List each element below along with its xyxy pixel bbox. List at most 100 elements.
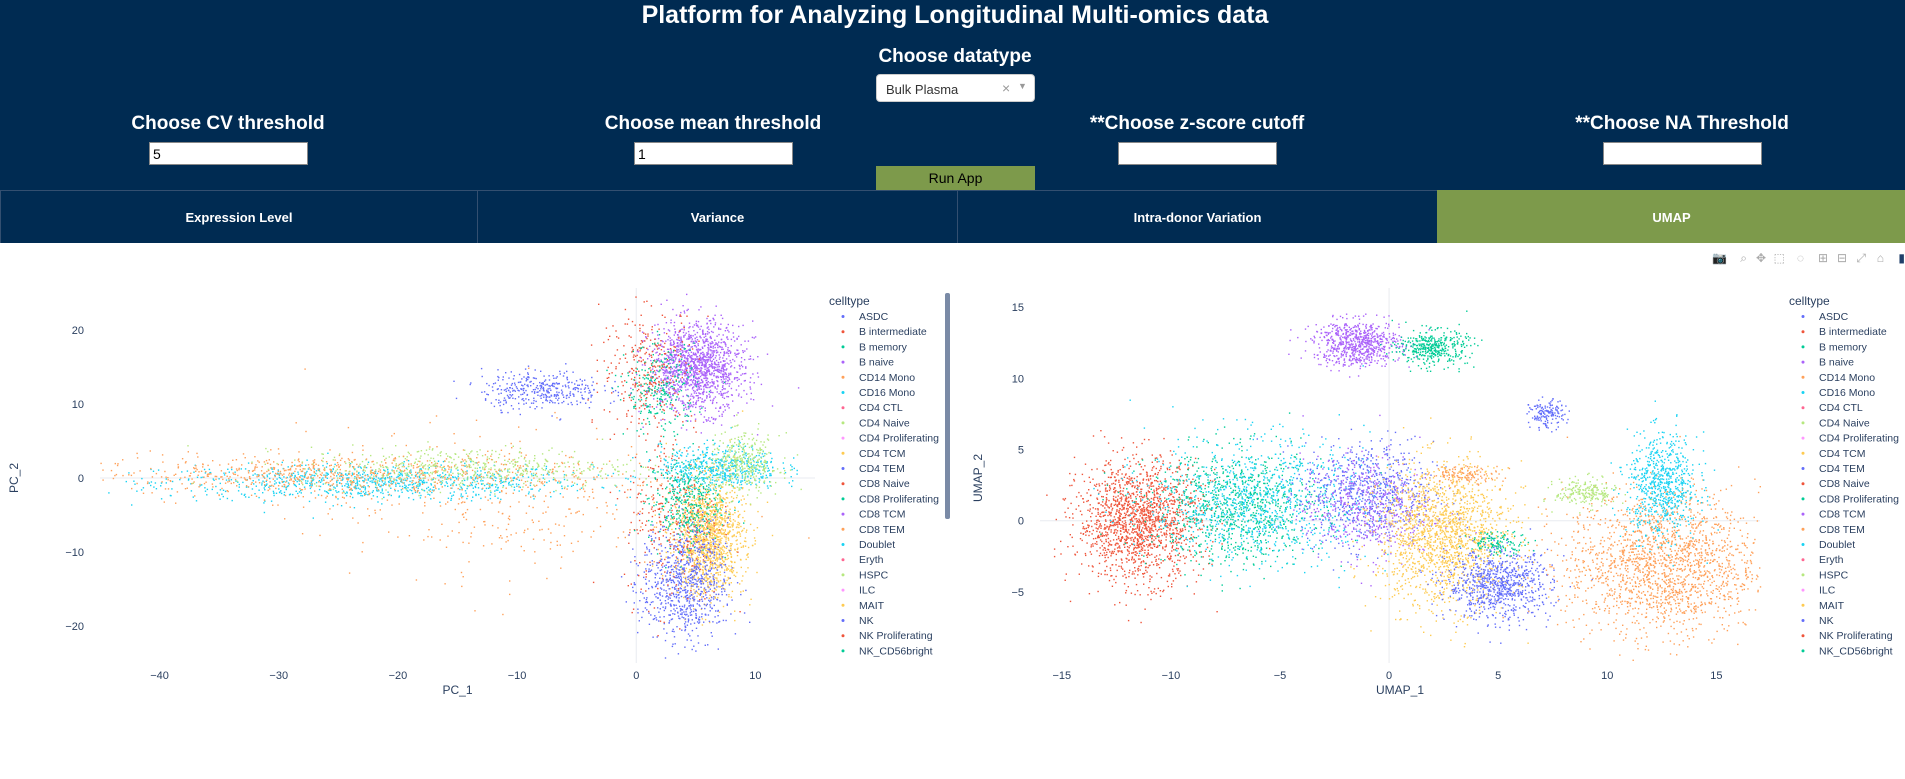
scatter-point	[308, 500, 311, 503]
scatter-point	[517, 389, 519, 391]
scatter-point	[565, 395, 568, 397]
scatter-point	[324, 468, 326, 470]
scatter-point	[656, 391, 658, 393]
scatter-point	[721, 364, 724, 366]
zscore-cutoff-input[interactable]	[1118, 142, 1277, 165]
scatter-point	[723, 535, 725, 537]
scatter-point	[625, 471, 627, 473]
scatter-point	[656, 330, 659, 333]
autoscale-icon[interactable]: ⤢	[1856, 251, 1866, 265]
mean-threshold-input[interactable]	[634, 142, 793, 165]
scatter-point	[650, 375, 652, 378]
scatter-point	[710, 385, 712, 387]
scatter-point	[462, 475, 464, 477]
scatter-point	[693, 330, 695, 332]
clear-icon[interactable]: ×	[1002, 80, 1011, 96]
box-select-icon[interactable]: ⬚	[1773, 251, 1785, 265]
scatter-point	[720, 394, 722, 396]
scatter-point	[385, 484, 387, 486]
tab-umap[interactable]: UMAP	[1437, 190, 1905, 243]
scatter-point	[323, 474, 325, 476]
scatter-point	[498, 475, 500, 477]
scatter-point	[587, 387, 590, 389]
scatter-point	[401, 491, 403, 493]
scatter-point	[399, 472, 402, 475]
scatter-point	[116, 464, 119, 467]
scatter-point	[583, 496, 585, 498]
scatter-point	[319, 477, 321, 479]
scatter-point	[741, 373, 744, 375]
chevron-down-icon[interactable]: ▼	[1018, 81, 1027, 91]
scatter-point	[286, 485, 289, 488]
zoom-in-icon[interactable]: ⊞	[1817, 251, 1828, 265]
scatter-point	[278, 453, 280, 455]
scatter-point	[698, 360, 700, 363]
scatter-point	[677, 373, 680, 375]
scatter-point	[740, 364, 743, 366]
scatter-point	[520, 393, 522, 396]
scatter-point	[644, 361, 646, 363]
scatter-point	[652, 343, 654, 345]
scatter-point	[612, 472, 615, 475]
scatter-point	[465, 518, 468, 521]
scatter-point	[429, 459, 431, 462]
camera-icon[interactable]: 📷	[1712, 251, 1727, 265]
scatter-point	[662, 428, 665, 430]
zoom-out-icon[interactable]: ⊟	[1836, 251, 1847, 265]
scatter-point	[666, 528, 668, 530]
scatter-point	[668, 383, 670, 385]
scatter-point	[375, 484, 377, 486]
cv-threshold-input[interactable]	[149, 142, 308, 165]
scatter-point	[675, 353, 678, 356]
scatter-point	[534, 474, 537, 476]
scatter-point	[558, 382, 560, 385]
scatter-point	[696, 361, 699, 363]
scatter-point	[535, 472, 538, 475]
scatter-point	[255, 481, 257, 483]
scatter-point	[683, 312, 686, 314]
scatter-point	[717, 524, 719, 526]
scatter-point	[571, 403, 573, 406]
scatter-point	[601, 467, 603, 470]
scatter-point	[680, 400, 682, 402]
scatter-point	[318, 488, 321, 491]
scatter-point	[480, 470, 482, 472]
na-threshold-input[interactable]	[1603, 142, 1762, 165]
scatter-point	[633, 354, 635, 356]
scatter-point	[672, 372, 674, 374]
scatter-point	[483, 521, 485, 523]
scatter-point	[688, 336, 691, 338]
plotly-logo-icon[interactable]: ▮	[1898, 251, 1905, 265]
scatter-point	[674, 370, 677, 372]
scatter-point	[345, 462, 347, 465]
scatter-point	[681, 376, 683, 379]
datatype-dropdown[interactable]: Bulk Plasma × ▼	[876, 74, 1035, 102]
scatter-point	[686, 338, 688, 340]
scatter-point	[646, 391, 648, 394]
scatter-point	[484, 520, 486, 523]
scatter-point	[644, 333, 647, 335]
zoom-icon[interactable]: ⌕	[1740, 251, 1747, 265]
scatter-point	[696, 534, 698, 537]
scatter-point	[290, 478, 292, 480]
run-app-button[interactable]: Run App	[876, 166, 1035, 190]
pan-icon[interactable]: ✥	[1755, 251, 1766, 265]
scatter-point	[161, 481, 163, 483]
scatter-point	[564, 486, 566, 488]
tab-expression-level[interactable]: Expression Level	[0, 190, 477, 243]
tab-intra-donor-variation[interactable]: Intra-donor Variation	[957, 190, 1437, 243]
reset-axes-icon[interactable]: ⌂	[1876, 251, 1884, 265]
tab-variance[interactable]: Variance	[477, 190, 957, 243]
scatter-point	[498, 469, 500, 471]
scatter-point	[528, 399, 530, 401]
scatter-point	[339, 453, 341, 455]
scatter-point	[680, 336, 682, 338]
scatter-point	[353, 473, 355, 475]
scatter-point	[514, 390, 516, 392]
lasso-icon[interactable]: ◌	[1796, 251, 1804, 265]
scatter-point	[136, 490, 138, 492]
scatter-point	[697, 326, 700, 328]
scatter-point	[645, 403, 647, 405]
scatter-point	[160, 476, 163, 478]
